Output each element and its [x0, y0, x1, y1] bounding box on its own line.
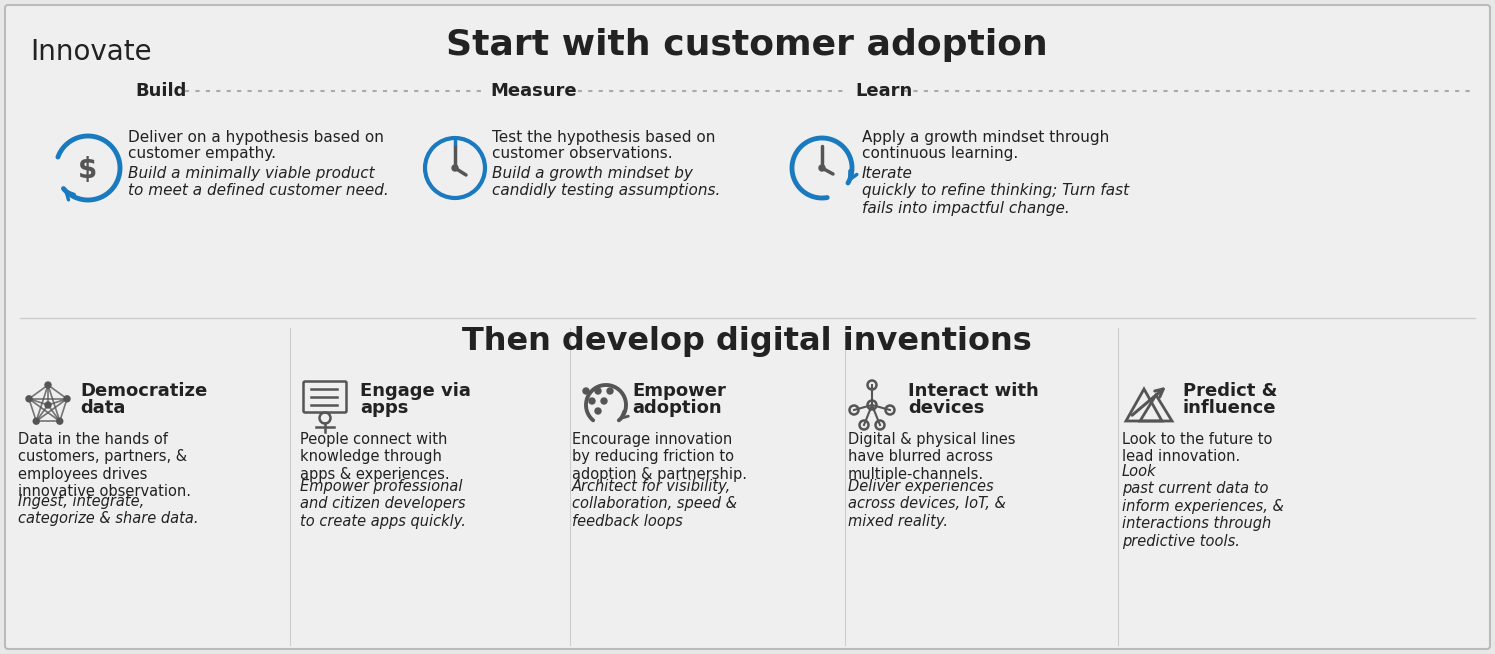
Text: People connect with
knowledge through
apps & experiences.: People connect with knowledge through ap…	[300, 432, 450, 482]
Text: Apply a growth mindset through: Apply a growth mindset through	[863, 130, 1109, 145]
Text: Predict &: Predict &	[1183, 382, 1277, 400]
Text: Ingest, integrate,
categorize & share data.: Ingest, integrate, categorize & share da…	[18, 494, 199, 526]
Text: devices: devices	[907, 399, 984, 417]
Text: Test the hypothesis based on: Test the hypothesis based on	[492, 130, 716, 145]
Text: Digital & physical lines
have blurred across
multiple-channels.: Digital & physical lines have blurred ac…	[848, 432, 1015, 482]
Circle shape	[595, 388, 601, 394]
Circle shape	[589, 398, 595, 404]
Text: continuous learning.: continuous learning.	[863, 146, 1018, 161]
Circle shape	[57, 418, 63, 424]
Circle shape	[25, 396, 31, 402]
Text: Innovate: Innovate	[30, 38, 151, 66]
Text: Architect for visibility,
collaboration, speed &
feedback loops: Architect for visibility, collaboration,…	[573, 479, 737, 529]
Text: Build a minimally viable product
to meet a defined customer need.: Build a minimally viable product to meet…	[129, 166, 389, 198]
Text: Empower professional
and citizen developers
to create apps quickly.: Empower professional and citizen develop…	[300, 479, 466, 529]
Text: Then develop digital inventions: Then develop digital inventions	[462, 326, 1032, 357]
Text: Interact with: Interact with	[907, 382, 1039, 400]
Text: Encourage innovation
by reducing friction to
adoption & partnership.: Encourage innovation by reducing frictio…	[573, 432, 748, 482]
Circle shape	[607, 388, 613, 394]
Text: Build a growth mindset by
candidly testing assumptions.: Build a growth mindset by candidly testi…	[492, 166, 721, 198]
Text: customer empathy.: customer empathy.	[129, 146, 277, 161]
Text: Democratize: Democratize	[81, 382, 208, 400]
Text: Build: Build	[135, 82, 187, 100]
Circle shape	[451, 165, 457, 171]
Circle shape	[595, 408, 601, 414]
Text: Iterate
quickly to refine thinking; Turn fast
fails into impactful change.: Iterate quickly to refine thinking; Turn…	[863, 166, 1129, 216]
Circle shape	[45, 382, 51, 388]
Circle shape	[64, 396, 70, 402]
Text: Look to the future to
lead innovation.: Look to the future to lead innovation.	[1123, 432, 1272, 464]
Text: Start with customer adoption: Start with customer adoption	[446, 28, 1048, 62]
Text: Engage via: Engage via	[360, 382, 471, 400]
FancyBboxPatch shape	[4, 5, 1491, 649]
Text: Learn: Learn	[855, 82, 912, 100]
Text: $: $	[78, 156, 97, 184]
Text: Deliver on a hypothesis based on: Deliver on a hypothesis based on	[129, 130, 384, 145]
Circle shape	[819, 165, 825, 171]
Text: Measure: Measure	[490, 82, 577, 100]
Text: Look
past current data to
inform experiences, &
interactions through
predictive : Look past current data to inform experie…	[1123, 464, 1284, 549]
Text: Deliver experiences
across devices, IoT, &
mixed reality.: Deliver experiences across devices, IoT,…	[848, 479, 1006, 529]
Text: customer observations.: customer observations.	[492, 146, 673, 161]
Circle shape	[601, 398, 607, 404]
Text: Data in the hands of
customers, partners, &
employees drives
innovative observat: Data in the hands of customers, partners…	[18, 432, 191, 499]
Text: Empower: Empower	[632, 382, 727, 400]
Circle shape	[583, 388, 589, 394]
Text: influence: influence	[1183, 399, 1277, 417]
Circle shape	[33, 418, 39, 424]
Text: data: data	[81, 399, 126, 417]
Text: adoption: adoption	[632, 399, 722, 417]
Text: apps: apps	[360, 399, 408, 417]
Circle shape	[45, 402, 51, 408]
